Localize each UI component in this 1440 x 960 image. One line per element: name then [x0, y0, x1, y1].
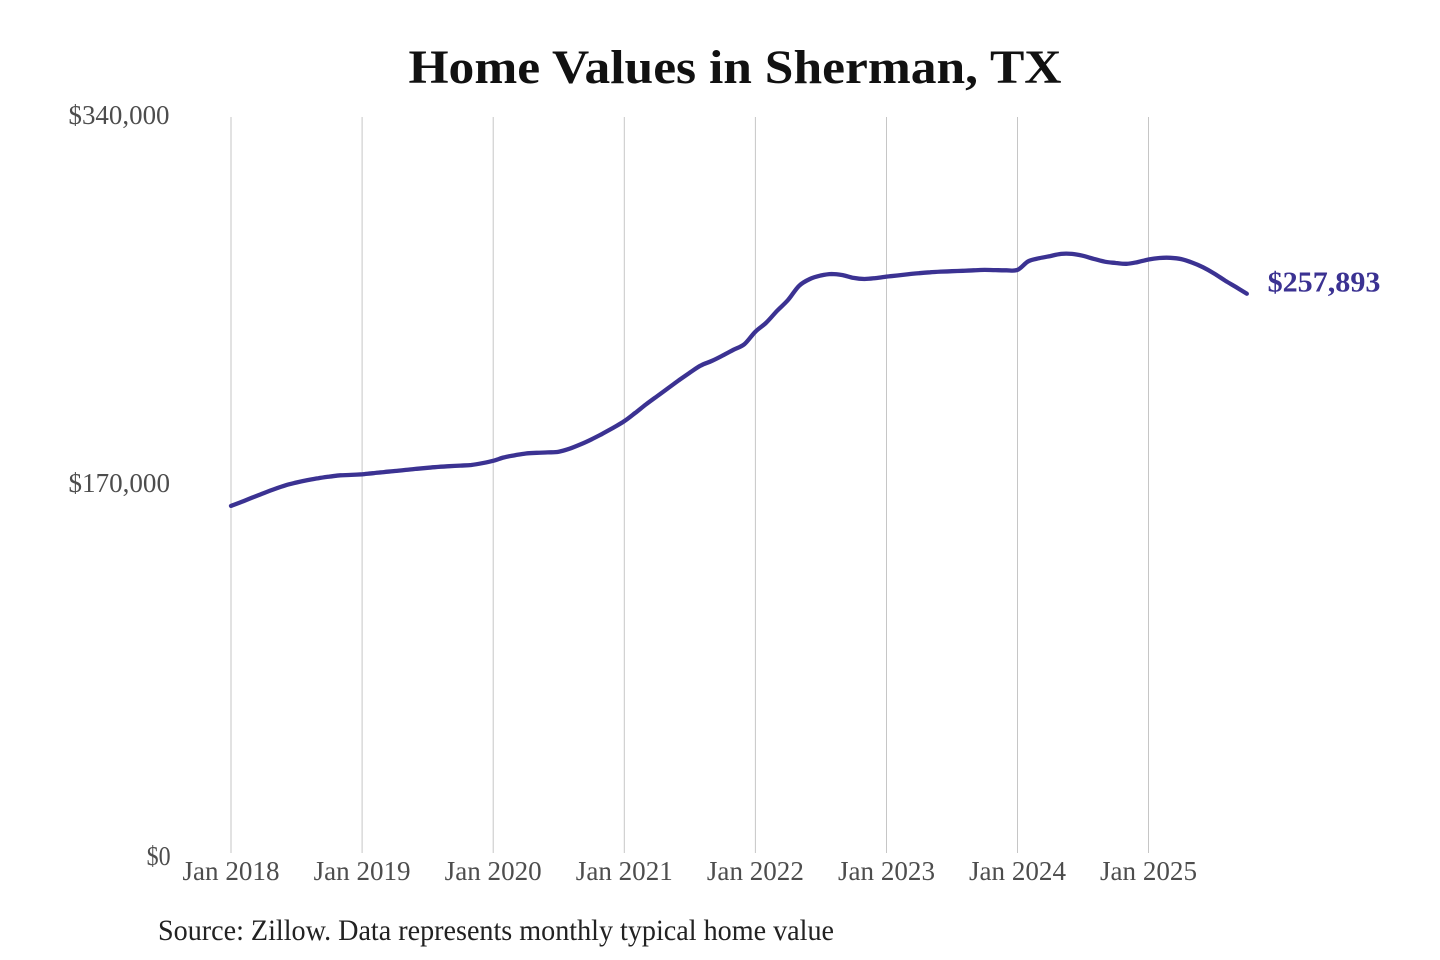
svg-text:Jan 2020: Jan 2020 — [445, 856, 542, 886]
svg-text:Jan 2021: Jan 2021 — [576, 856, 673, 886]
svg-text:Source: Zillow. Data represent: Source: Zillow. Data represents monthly … — [158, 914, 834, 947]
svg-text:Jan 2019: Jan 2019 — [314, 856, 411, 886]
svg-text:Jan 2018: Jan 2018 — [183, 856, 280, 886]
svg-text:$170,000: $170,000 — [69, 468, 171, 498]
svg-text:Jan 2025: Jan 2025 — [1100, 856, 1197, 886]
svg-text:Jan 2024: Jan 2024 — [969, 856, 1066, 886]
svg-text:$257,893: $257,893 — [1268, 267, 1381, 298]
svg-text:Jan 2023: Jan 2023 — [838, 856, 935, 886]
svg-text:Home Values in Sherman, TX: Home Values in Sherman, TX — [409, 41, 1062, 94]
svg-text:$0: $0 — [147, 841, 171, 871]
svg-text:$340,000: $340,000 — [69, 100, 170, 130]
svg-text:Jan 2022: Jan 2022 — [707, 856, 804, 886]
